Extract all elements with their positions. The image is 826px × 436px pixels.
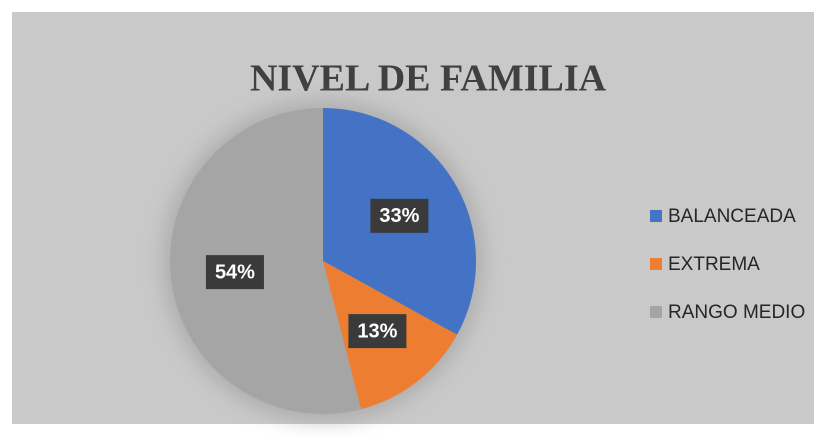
value-label: 13%: [357, 320, 397, 342]
legend-swatch: [650, 210, 662, 222]
value-label-box: [205, 255, 264, 290]
legend-label: EXTREMA: [668, 254, 760, 275]
value-label: 33%: [379, 205, 419, 227]
legend-swatch: [650, 306, 662, 318]
value-label-box: [348, 314, 407, 349]
value-label: 54%: [215, 261, 255, 283]
value-label-box: [370, 198, 429, 233]
legend-swatch: [650, 258, 662, 270]
legend-label: BALANCEADA: [668, 206, 796, 227]
chart-title: NIVEL DE FAMILIA: [250, 58, 607, 100]
pie-slice: [170, 108, 362, 414]
legend-label: RANGO MEDIO: [668, 302, 805, 323]
